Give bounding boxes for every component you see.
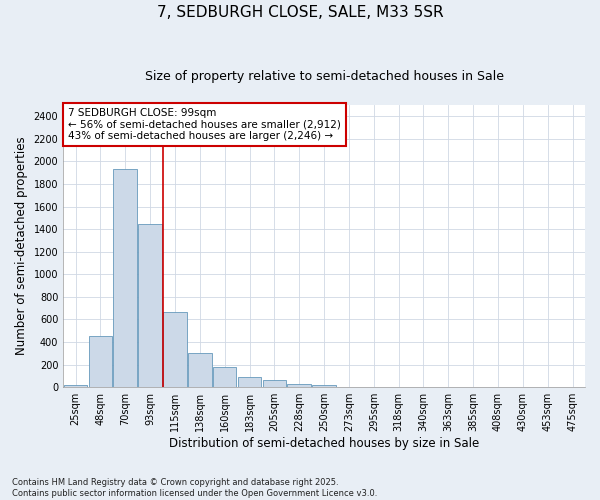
Bar xyxy=(213,368,236,387)
Bar xyxy=(337,386,361,387)
Bar xyxy=(511,386,535,387)
Bar xyxy=(139,224,162,387)
Bar xyxy=(163,312,187,387)
Bar xyxy=(387,386,410,387)
Bar xyxy=(362,386,386,387)
Bar xyxy=(312,385,336,387)
Bar xyxy=(486,386,510,387)
Bar xyxy=(263,380,286,387)
Bar xyxy=(188,354,212,387)
Text: 7, SEDBURGH CLOSE, SALE, M33 5SR: 7, SEDBURGH CLOSE, SALE, M33 5SR xyxy=(157,5,443,20)
Text: Contains HM Land Registry data © Crown copyright and database right 2025.
Contai: Contains HM Land Registry data © Crown c… xyxy=(12,478,377,498)
Bar xyxy=(461,386,485,387)
Bar xyxy=(89,336,112,387)
Text: 7 SEDBURGH CLOSE: 99sqm
← 56% of semi-detached houses are smaller (2,912)
43% of: 7 SEDBURGH CLOSE: 99sqm ← 56% of semi-de… xyxy=(68,108,341,141)
Bar xyxy=(287,384,311,387)
Bar xyxy=(238,377,262,387)
Bar xyxy=(561,386,584,387)
Y-axis label: Number of semi-detached properties: Number of semi-detached properties xyxy=(15,137,28,356)
Bar xyxy=(113,170,137,387)
Bar xyxy=(437,386,460,387)
Bar xyxy=(64,385,88,387)
Bar xyxy=(536,386,560,387)
Title: Size of property relative to semi-detached houses in Sale: Size of property relative to semi-detach… xyxy=(145,70,503,83)
Bar xyxy=(412,386,435,387)
X-axis label: Distribution of semi-detached houses by size in Sale: Distribution of semi-detached houses by … xyxy=(169,437,479,450)
